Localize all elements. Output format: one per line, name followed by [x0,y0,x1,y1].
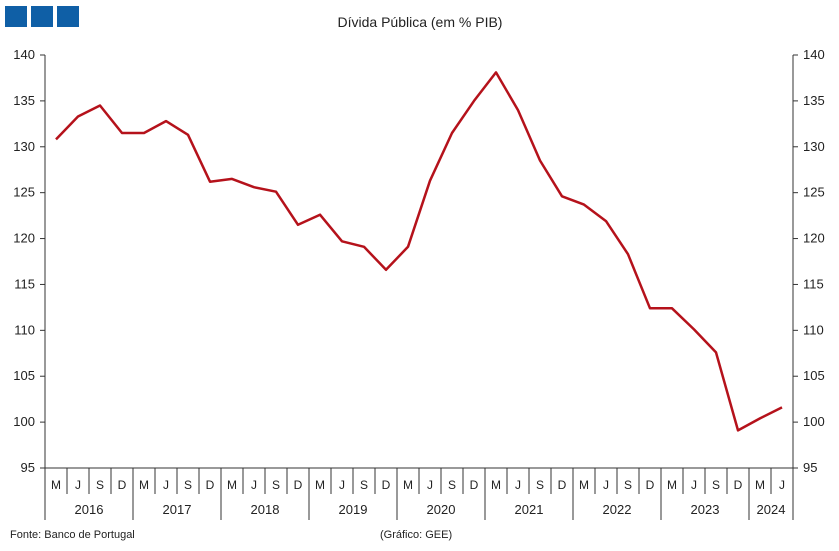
x-tick-label: M [491,478,501,492]
x-tick-label: D [382,478,391,492]
y-tick-label-left: 100 [13,414,35,429]
x-tick-label: D [734,478,743,492]
year-label: 2019 [339,502,368,517]
year-label: 2024 [757,502,786,517]
y-tick-label-left: 105 [13,368,35,383]
year-label: 2020 [427,502,456,517]
x-tick-label: S [360,478,368,492]
y-axis-left: 95 100 105 110 115 120 125 130 135 140 [13,47,45,475]
x-tick-label: D [294,478,303,492]
x-tick-label: S [184,478,192,492]
y-tick-label-left: 135 [13,93,35,108]
x-tick-label: D [118,478,127,492]
x-tick-label: S [272,478,280,492]
x-tick-label: M [579,478,589,492]
x-tick-label: D [558,478,567,492]
y-tick-label-right: 125 [803,185,825,200]
year-label: 2018 [251,502,280,517]
x-tick-label: J [691,478,697,492]
y-tick-label-right: 100 [803,414,825,429]
x-tick-label: J [427,478,433,492]
y-tick-label-right: 120 [803,231,825,246]
x-tick-label: S [712,478,720,492]
x-tick-label: M [51,478,61,492]
y-tick-label-left: 125 [13,185,35,200]
chart-title: Dívida Pública (em % PIB) [338,14,503,30]
x-tick-label: D [206,478,215,492]
x-tick-label: S [536,478,544,492]
y-tick-label-right: 140 [803,47,825,62]
logo-block [57,6,79,27]
x-tick-label: M [227,478,237,492]
x-tick-label: M [667,478,677,492]
x-tick-label: J [603,478,609,492]
y-tick-label-right: 95 [803,460,817,475]
y-tick-label-left: 110 [14,322,35,337]
x-tick-label: M [139,478,149,492]
x-tick-label: D [470,478,479,492]
y-tick-label-right: 110 [803,322,824,337]
x-tick-label: J [163,478,169,492]
x-tick-label: M [315,478,325,492]
x-tick-label: M [755,478,765,492]
year-label: 2023 [691,502,720,517]
y-tick-label-right: 115 [803,276,824,291]
year-label: 2021 [515,502,544,517]
logo-block [5,6,27,27]
x-tick-label: J [779,478,785,492]
logo-block [31,6,53,27]
x-tick-label: D [646,478,655,492]
year-label: 2022 [603,502,632,517]
credit-note: (Gráfico: GEE) [380,529,452,541]
x-tick-label: M [403,478,413,492]
x-tick-label: J [515,478,521,492]
source-note: Fonte: Banco de Portugal [10,529,135,541]
x-tick-label: S [624,478,632,492]
x-tick-label: S [448,478,456,492]
y-tick-label-right: 105 [803,368,825,383]
series-line [55,71,783,432]
x-tick-label: J [339,478,345,492]
y-tick-label-left: 95 [21,460,35,475]
y-tick-label-left: 130 [13,139,35,154]
axes [44,55,794,469]
x-tick-label: S [96,478,104,492]
y-axis-right: 95 100 105 110 115 120 125 130 135 140 [793,47,825,475]
year-label: 2016 [75,502,104,517]
y-tick-label-left: 115 [14,276,35,291]
y-tick-label-left: 140 [13,47,35,62]
y-tick-label-right: 130 [803,139,825,154]
x-tick-label: J [251,478,257,492]
y-tick-label-right: 135 [803,93,825,108]
y-tick-label-left: 120 [13,231,35,246]
x-tick-label: J [75,478,81,492]
year-label: 2017 [163,502,192,517]
plot-area [55,71,783,432]
